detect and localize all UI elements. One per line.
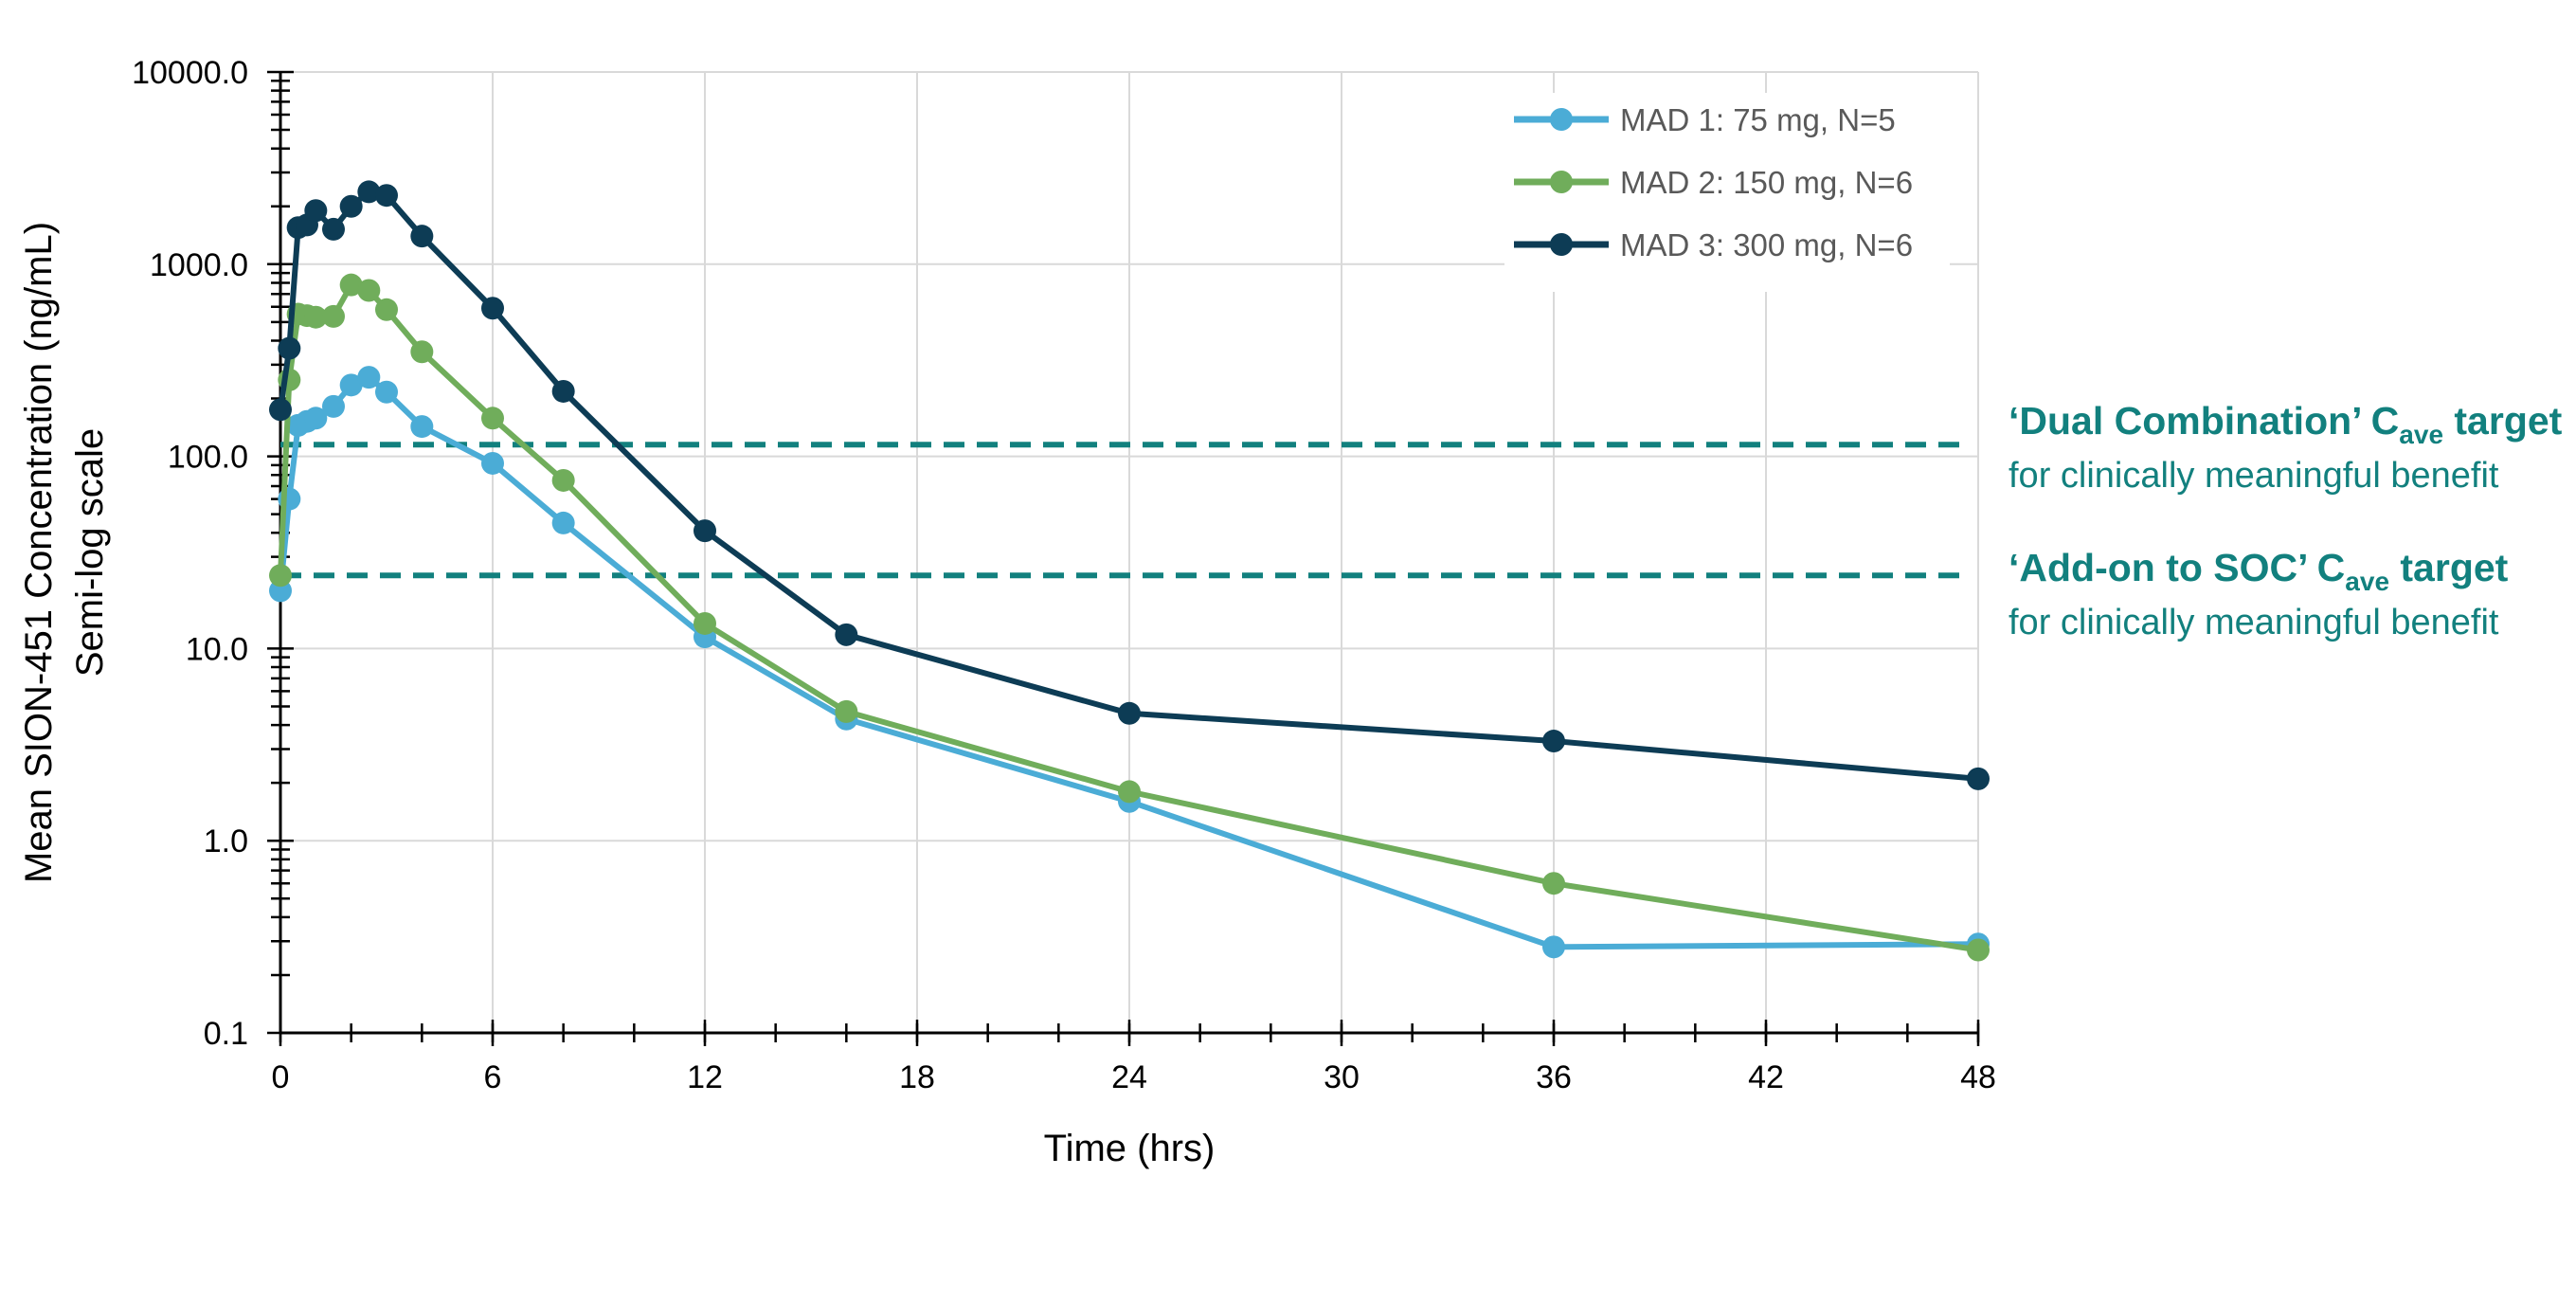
data-point [1542,872,1565,895]
target-annotation-title: ‘Dual Combination’ Cave target [2009,399,2563,449]
series-3 [269,180,1990,790]
x-tick-label: 0 [272,1059,290,1095]
data-point [357,366,381,389]
data-point [304,305,328,329]
target-annotation: ‘Dual Combination’ Cave target for clinic… [2009,399,2563,496]
series-group [269,180,1990,962]
reference-lines [280,442,1961,579]
series-2 [269,273,1990,962]
ticks: 0.1 1.0 10.0 100.0 1000.0 10000.0 0 6 12 18 24 30 36… [132,55,1996,1095]
data-point [1967,767,1990,790]
data-point [322,394,345,418]
data-point [339,194,363,218]
data-point [835,699,858,723]
y-axis-title: Mean SION-451 Concentration (ng/mL) [18,222,60,883]
legend-label: MAD 3: 300 mg, N=6 [1620,227,1913,262]
legend-item: MAD 2: 150 mg, N=6 [1514,165,1913,200]
data-point [375,184,398,208]
data-point [694,611,716,635]
data-point [339,273,363,297]
y-tick-label: 1.0 [204,823,248,859]
data-point [375,380,398,404]
data-point [1542,935,1565,959]
y-tick-label: 100.0 [168,440,248,476]
legend-swatch-marker [1550,171,1573,193]
data-point [375,298,398,321]
data-point [1542,730,1565,753]
data-point [322,217,345,241]
data-point [278,336,301,360]
x-tick-label: 36 [1536,1059,1572,1095]
data-point [481,297,504,320]
legend-label: MAD 2: 150 mg, N=6 [1620,165,1913,200]
data-point [269,398,292,422]
x-tick-label: 30 [1324,1059,1360,1095]
legend-background [1504,93,1950,292]
y-tick-label: 10000.0 [132,55,248,91]
data-point [339,373,363,397]
x-tick-label: 48 [1960,1059,1996,1095]
x-tick-label: 24 [1111,1059,1147,1095]
y-tick-label: 1000.0 [150,247,248,283]
data-point [357,279,381,302]
data-point [694,519,716,543]
target-annotation-subtitle: for clinically meaningful benefit [2009,603,2499,642]
data-point [551,379,575,403]
data-point [410,225,434,248]
legend-label: MAD 1: 75 mg, N=5 [1620,102,1896,137]
data-point [322,304,345,328]
data-point [304,407,328,430]
x-tick-label: 12 [687,1059,723,1095]
target-annotation: ‘Add-on to SOC’ Cave target for clinicall… [2009,546,2509,642]
x-tick-label: 18 [899,1059,935,1095]
legend-item: MAD 3: 300 mg, N=6 [1514,227,1913,262]
data-point [551,511,575,534]
data-point [410,340,434,364]
y-tick-label: 0.1 [204,1016,248,1052]
data-point [269,564,292,588]
data-point [481,451,504,475]
annotations: ‘Dual Combination’ Cave target for clinic… [2009,399,2563,642]
data-point [1967,938,1990,962]
x-axis-title: Time (hrs) [1044,1128,1216,1169]
data-point [1118,701,1141,725]
legend-swatch-marker [1550,233,1573,256]
y-axis-subtitle: Semi-log scale [69,428,111,677]
data-point [835,623,858,646]
legend: MAD 1: 75 mg, N=5 MAD 2: 150 mg, N=6 MAD 3… [1504,93,1950,292]
data-point [551,468,575,492]
data-point [304,199,328,223]
data-point [481,407,504,430]
legend-swatch-marker [1550,108,1573,131]
legend-item: MAD 1: 75 mg, N=5 [1514,102,1896,137]
data-point [410,415,434,439]
data-point [357,180,381,204]
y-tick-label: 10.0 [186,631,248,667]
target-annotation-title: ‘Add-on to SOC’ Cave target [2009,546,2509,596]
x-tick-label: 6 [484,1059,502,1095]
target-annotation-subtitle: for clinically meaningful benefit [2009,456,2499,496]
x-tick-label: 42 [1748,1059,1784,1095]
data-point [1118,780,1141,804]
